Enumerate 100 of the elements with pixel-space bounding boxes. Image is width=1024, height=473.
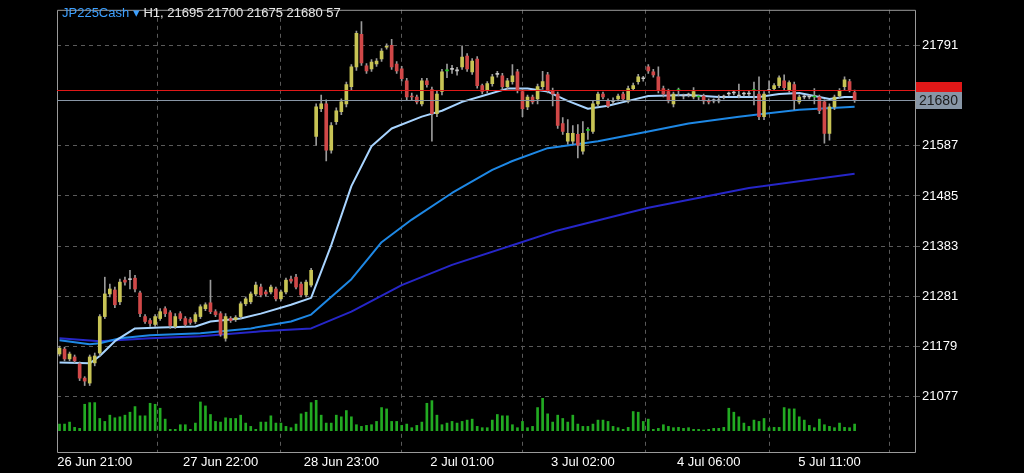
bar [360,426,363,431]
bar [682,428,685,431]
bar [511,424,514,431]
y-tick-label: 21485 [922,187,959,203]
bar [365,425,368,431]
x-tick-label: 2 Jul 01:00 [430,454,494,470]
bar [199,401,202,431]
bar [345,410,348,431]
bar [551,421,555,431]
bar [183,424,187,431]
bar [355,424,358,431]
bar [415,425,419,431]
x-tick-label: 3 Jul 02:00 [551,454,615,470]
bar [390,421,393,431]
candlestick [128,269,132,290]
bar [485,427,489,431]
bar [566,421,570,431]
bar [163,418,167,431]
bar [259,421,263,431]
bar [672,427,675,431]
bar [687,427,690,431]
bar [350,416,353,431]
bar [385,408,388,431]
bar [334,414,338,431]
bar [646,418,650,431]
bar [495,414,499,431]
bar [823,424,826,431]
bar [194,422,197,431]
bar [526,427,529,431]
bar [556,414,560,431]
bar [98,418,102,431]
bar [103,421,107,431]
bar [787,408,791,431]
bar [722,427,726,431]
bar [244,422,248,431]
bar [319,414,323,431]
bar [792,408,796,431]
bar [380,407,383,431]
y-tick-label: 21179 [922,338,958,354]
price-tag: 21680 [916,92,962,109]
bar [571,414,575,431]
x-tick-label: 26 Jun 21:00 [57,454,133,470]
bar [209,414,212,431]
bar [501,415,504,431]
bar [657,428,660,431]
bar [490,419,494,431]
bar [843,427,846,431]
x-tick-label: 27 Jun 22:00 [182,454,259,470]
bar [662,424,665,431]
bar [531,426,534,431]
bar [234,418,237,431]
bar [636,411,640,431]
bar [506,415,509,431]
chart-title: JP225Cash ▾ [62,5,140,20]
bar [521,421,524,431]
bar [546,413,549,431]
bar [541,398,544,431]
bar [93,402,97,431]
bar [214,421,217,431]
candlestick [450,65,454,74]
bar [848,427,851,431]
bar [838,422,841,431]
bar [395,421,399,431]
bar [667,426,670,431]
bar [239,414,243,431]
bar [828,426,831,431]
bar [204,405,207,431]
bar [329,422,333,431]
bar [63,423,66,431]
bar [224,417,227,431]
bar [405,423,409,431]
chart-subtitle: H1, 21695 21700 21675 21680 57 [143,5,341,20]
bar [88,402,92,431]
bar [802,419,806,431]
bar [480,427,484,431]
candlestick [586,127,590,140]
bar [58,423,61,431]
bar [229,418,232,431]
bar [797,416,801,431]
bar [339,416,343,431]
bar [677,427,680,431]
bar [727,407,731,431]
bar [219,421,222,431]
y-tick-label: 21791 [922,36,959,52]
bar [370,424,373,431]
bar [717,428,721,431]
bar [78,428,81,431]
candlestick [495,71,500,78]
bar [631,411,635,431]
bar [818,418,821,431]
bar [68,421,71,431]
bar [400,425,404,431]
bar [807,425,811,431]
bar [813,427,816,431]
bar [516,427,519,431]
bar [536,407,539,431]
bar [249,426,253,431]
bar [178,424,182,431]
bar [324,422,328,431]
bar [410,427,414,431]
